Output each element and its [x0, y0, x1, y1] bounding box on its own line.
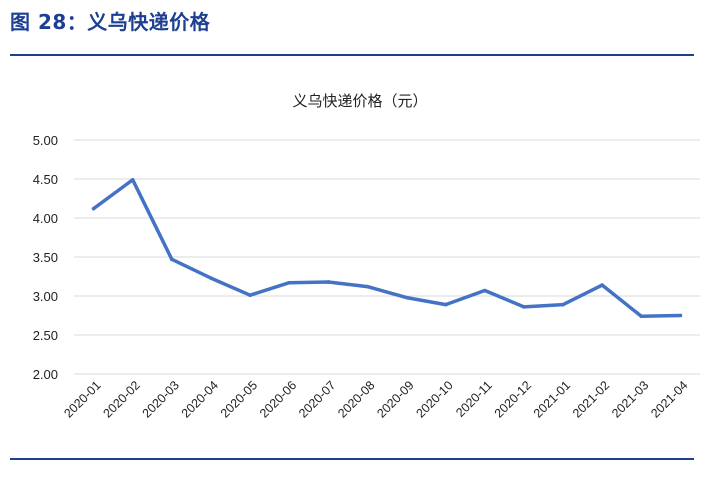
x-tick-label: 2021-01	[531, 378, 573, 420]
gridlines	[74, 139, 700, 375]
data-point	[287, 280, 291, 285]
x-tick-label: 2020-12	[492, 378, 534, 420]
data-point	[404, 295, 409, 300]
x-tick-label: 2020-09	[374, 378, 416, 420]
data-point	[170, 257, 174, 262]
data-point	[326, 280, 331, 284]
data-point	[678, 313, 683, 318]
x-tick-label: 2021-03	[609, 378, 651, 420]
y-tick-label: 2.00	[33, 367, 58, 382]
data-point	[91, 206, 96, 211]
x-tick-label: 2020-07	[296, 378, 338, 420]
y-tick-label: 4.00	[33, 211, 58, 226]
series-layer	[91, 177, 683, 319]
x-tick-label: 2020-01	[61, 378, 103, 420]
data-point	[209, 276, 213, 280]
data-point	[483, 288, 487, 293]
data-point	[600, 283, 604, 287]
y-tick-label: 3.00	[33, 289, 58, 304]
series-line	[91, 178, 683, 319]
x-tick-label: 2020-03	[140, 378, 182, 420]
x-tick-label: 2020-10	[413, 378, 455, 420]
x-tick-label: 2020-11	[453, 378, 495, 420]
y-tick-label: 4.50	[33, 172, 58, 187]
y-axis-ticks: 2.00 2.50 3.00 3.50 4.00 4.50 5.00	[33, 133, 58, 382]
chart-title: 义乌快递价格（元）	[292, 92, 427, 110]
top-rule	[10, 54, 694, 56]
x-tick-label: 2020-06	[257, 378, 299, 420]
y-tick-label: 2.50	[33, 328, 58, 343]
y-tick-label: 5.00	[33, 133, 58, 148]
x-tick-label: 2021-04	[648, 378, 690, 420]
data-point	[522, 305, 526, 309]
x-axis-ticks: 2020-012020-022020-032020-042020-052020-…	[61, 378, 690, 420]
data-point	[130, 177, 135, 182]
data-point	[443, 302, 448, 307]
x-tick-label: 2020-08	[335, 378, 377, 420]
x-tick-label: 2020-05	[218, 378, 260, 420]
x-tick-label: 2020-02	[100, 378, 142, 420]
data-point	[639, 314, 644, 319]
x-tick-label: 2020-04	[179, 378, 221, 420]
data-point	[561, 302, 565, 307]
x-tick-label: 2021-02	[570, 378, 612, 420]
data-point	[248, 293, 252, 298]
bottom-rule	[10, 458, 694, 460]
data-point	[365, 284, 370, 289]
y-tick-label: 3.50	[33, 250, 58, 265]
figure-title: 图 28：义乌快递价格	[10, 10, 211, 34]
